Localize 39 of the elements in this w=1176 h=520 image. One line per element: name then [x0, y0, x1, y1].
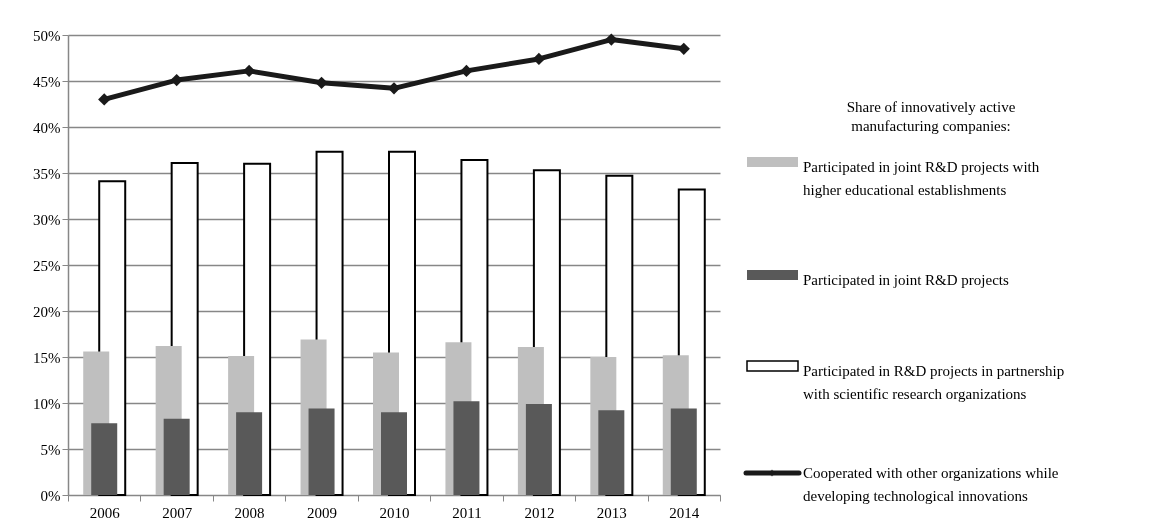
- x-tick-label: 2009: [307, 504, 338, 520]
- point: [532, 52, 546, 66]
- y-tick-label: 30%: [33, 211, 61, 228]
- y-tick-label: 50%: [33, 27, 61, 44]
- bar: [308, 408, 335, 495]
- point: [387, 82, 401, 95]
- point: [170, 73, 183, 87]
- y-tick-label: 15%: [33, 349, 61, 366]
- y-tick-label: 5%: [40, 441, 61, 458]
- x-tick-label: 2006: [89, 504, 121, 520]
- y-tick-label: 10%: [33, 395, 61, 412]
- x-tick-label: 2014: [669, 504, 700, 520]
- legend-title: Share of innovatively active manufacturing companies:: [846, 99, 1016, 134]
- x-tick-label: 2008: [234, 504, 265, 520]
- x-tick-label: 2013: [596, 504, 627, 520]
- bar: [381, 412, 407, 495]
- x-tick-label: 2007: [162, 504, 193, 520]
- point: [98, 93, 111, 106]
- bar: [670, 408, 697, 495]
- point: [460, 64, 473, 77]
- bar: [598, 410, 625, 495]
- y-tick-label: 25%: [33, 257, 61, 274]
- x-tick-label: 2010: [379, 504, 410, 520]
- x-tick-label: 2012: [524, 504, 555, 520]
- bar: [453, 401, 480, 495]
- y-tick-label: 40%: [33, 119, 61, 136]
- y-tick-label: 0%: [40, 487, 61, 504]
- bar: [236, 412, 263, 495]
- bar: [163, 418, 190, 495]
- legend-label: Cooperated with other organizations while developing technological innovations: [803, 465, 1059, 504]
- x-tick-label: 2011: [452, 504, 482, 520]
- legend-label: Participated in R&D projects in partnership with scientific research organizations: [803, 363, 1065, 402]
- legend-label: Participated in joint R&D projects: [803, 272, 1009, 288]
- bar: [525, 403, 552, 495]
- y-tick-label: 45%: [33, 73, 61, 90]
- legend-label: Participated in joint R&D projects with higher educational establishments: [803, 159, 1040, 198]
- y-tick-label: 35%: [33, 165, 61, 182]
- y-tick-label: 20%: [33, 303, 61, 320]
- bar: [91, 423, 118, 495]
